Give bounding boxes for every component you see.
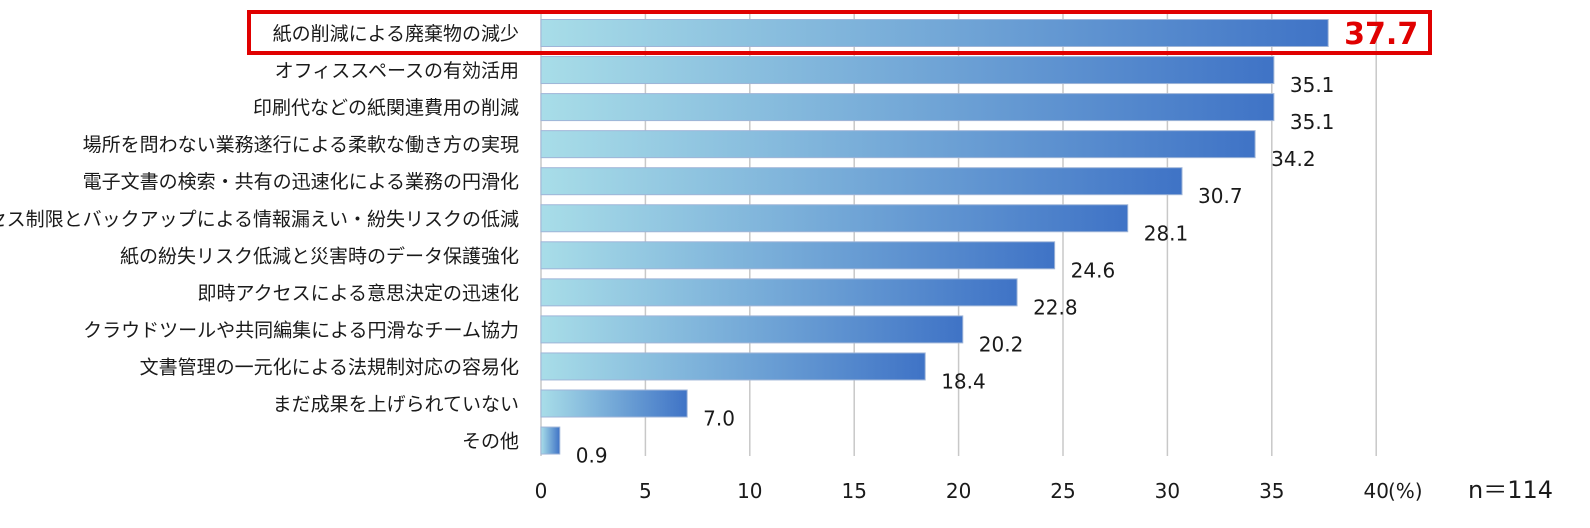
value-labels: 37.7 35.1 35.1 34.2 30.7 28.1 24.6 22.8 20.2 18.4…: [576, 17, 1418, 468]
category-label: 文書管理の一元化による法規制対応の容易化: [140, 356, 519, 378]
x-axis: (%) n＝114 0 5 10 15 20 25 30 35 40: [535, 476, 1553, 504]
x-tick-label: 10: [737, 479, 762, 503]
sample-size-label: n＝114: [1468, 476, 1553, 504]
value-label: 0.9: [576, 444, 608, 468]
category-label: 紙の削減による廃棄物の減少: [273, 23, 519, 45]
value-label: 30.7: [1198, 184, 1243, 208]
category-label: 場所を問わない業務遂行による柔軟な働き方の実現: [83, 134, 519, 156]
x-axis-unit-label: (%): [1388, 479, 1423, 503]
bar: [540, 93, 1275, 122]
category-label: オフィススペースの有効活用: [275, 60, 519, 82]
grid-layer: [540, 14, 1377, 456]
bar: [540, 278, 1018, 307]
value-label: 20.2: [979, 332, 1024, 356]
category-label: 紙の紛失リスク低減と災害時のデータ保護強化: [120, 245, 519, 267]
highlight-box: [247, 10, 1432, 55]
x-tick-label: 5: [639, 479, 652, 503]
bar: [540, 56, 1275, 85]
category-label: 印刷代などの紙関連費用の削減: [253, 97, 519, 119]
bar: [540, 241, 1056, 270]
x-tick-label: 25: [1050, 479, 1075, 503]
bars-layer: [540, 19, 1329, 455]
category-label: クラウドツールや共同編集による円滑なチーム協力: [83, 319, 519, 341]
value-label: 7.0: [703, 407, 735, 431]
x-tick-label: 40: [1363, 479, 1388, 503]
bar: [540, 389, 688, 418]
bar: [540, 167, 1183, 196]
value-label: 18.4: [941, 369, 986, 393]
value-label: 34.2: [1271, 147, 1316, 171]
category-label: アクセス制限とバックアップによる情報漏えい・紛失リスクの低減: [0, 208, 519, 230]
bar: [540, 352, 926, 381]
category-label: その他: [462, 431, 519, 453]
value-label: 24.6: [1071, 258, 1116, 282]
x-tick-label: 35: [1259, 479, 1284, 503]
category-label: まだ成果を上げられていない: [273, 394, 519, 416]
x-tick-label: 20: [946, 479, 971, 503]
category-label: 電子文書の検索・共有の迅速化による業務の円滑化: [83, 171, 519, 193]
category-label: 即時アクセスによる意思決定の迅速化: [198, 282, 519, 304]
value-label: 22.8: [1033, 295, 1078, 319]
category-labels: 紙の削減による廃棄物の減少オフィススペースの有効活用印刷代などの紙関連費用の削減…: [0, 23, 519, 453]
value-label: 37.7: [1344, 17, 1418, 52]
x-tick-label: 0: [535, 479, 548, 503]
bar: [540, 315, 964, 344]
bar: [540, 130, 1256, 159]
value-label: 35.1: [1290, 73, 1335, 97]
value-label: 35.1: [1290, 110, 1335, 134]
bar: [540, 204, 1129, 233]
value-label: 28.1: [1144, 221, 1189, 245]
x-tick-label: 30: [1155, 479, 1180, 503]
x-tick-label: 15: [841, 479, 866, 503]
bar: [540, 19, 1329, 47]
bar: [540, 426, 561, 455]
